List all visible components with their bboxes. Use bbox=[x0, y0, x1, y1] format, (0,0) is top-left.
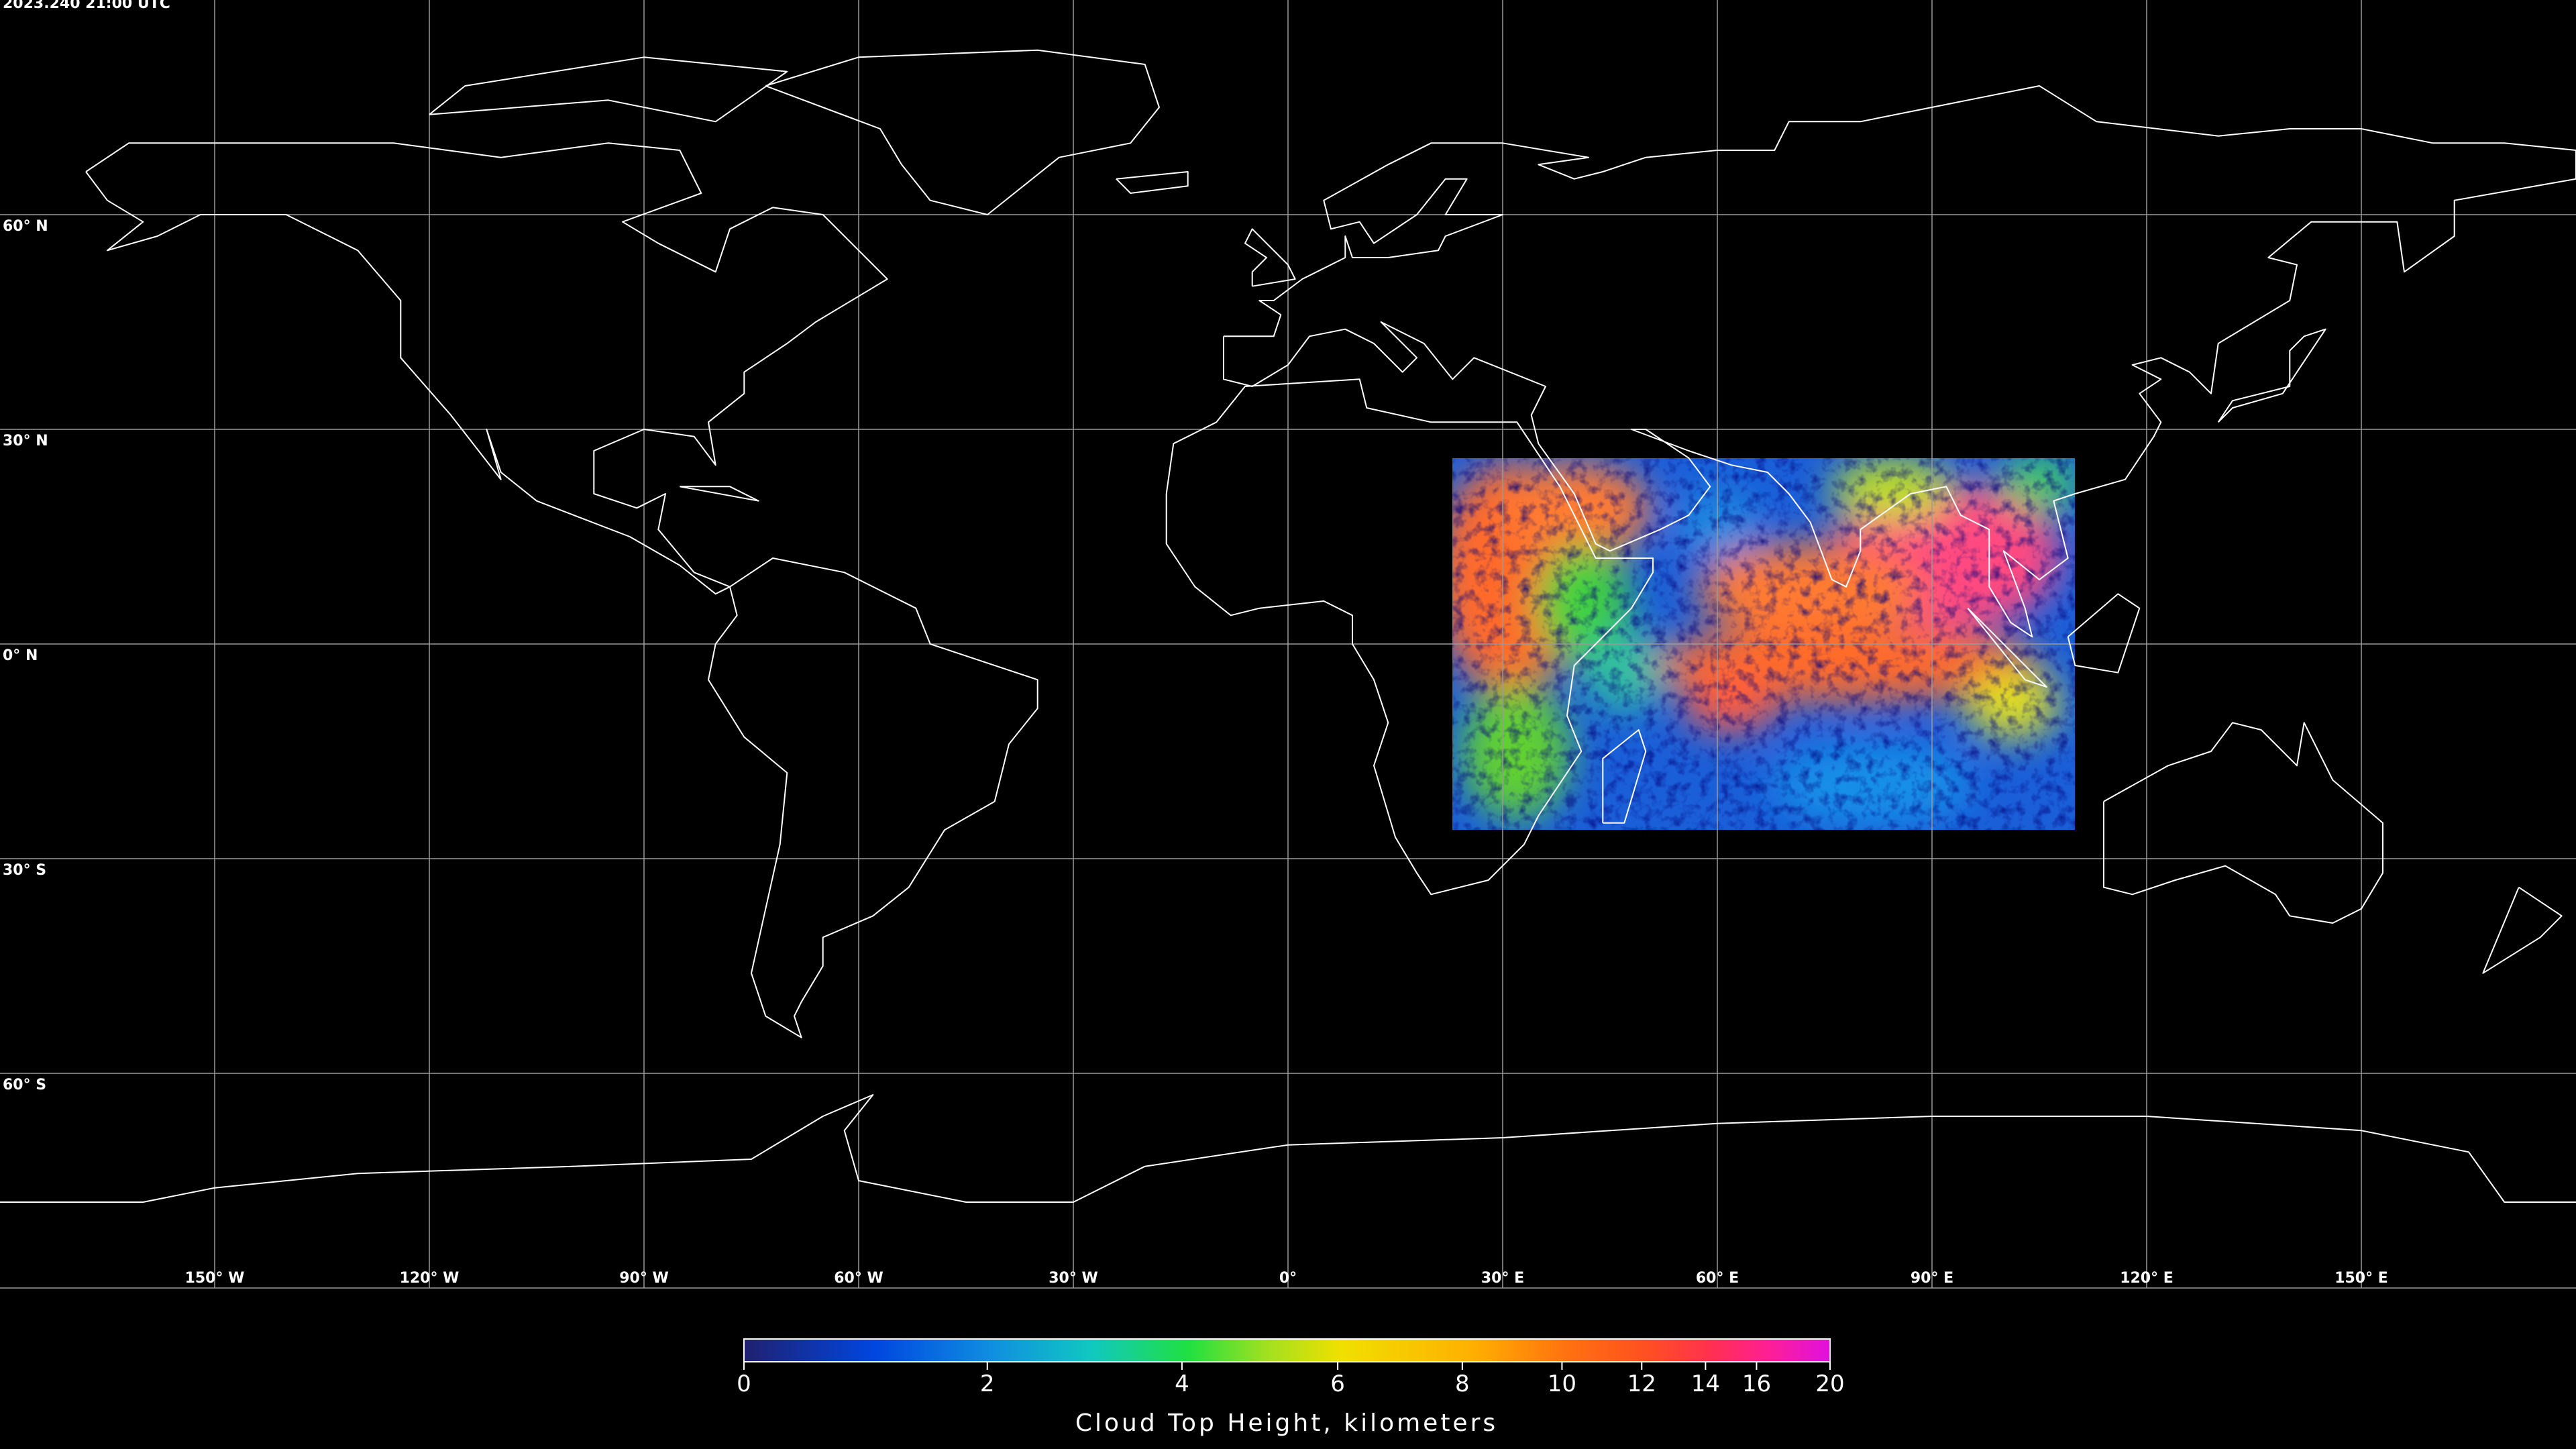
coastline bbox=[708, 557, 1038, 1038]
longitude-label: 30° E bbox=[1481, 1270, 1524, 1287]
graticule: 60° N 30° N 0° N 30° S 60° S 150° W 120° W 90° … bbox=[0, 0, 2576, 1289]
timestamp: 2023.240 21:00 UTC bbox=[3, 0, 170, 12]
coastline bbox=[1967, 607, 2047, 688]
coastline bbox=[680, 486, 759, 502]
colorbar-label: Cloud Top Height, kilometers bbox=[1075, 1409, 1498, 1437]
coastline bbox=[1223, 85, 2576, 638]
coastlines bbox=[0, 49, 2576, 1203]
coastline bbox=[1602, 729, 1647, 824]
colorbar-tick-label: 2 bbox=[980, 1371, 995, 1397]
colorbar-tick-label: 14 bbox=[1691, 1371, 1720, 1397]
coastline bbox=[429, 56, 788, 123]
colorbar-tick-label: 6 bbox=[1330, 1371, 1345, 1397]
cloud-image bbox=[1452, 458, 2075, 830]
longitude-label: 150° E bbox=[2334, 1270, 2388, 1287]
coastline bbox=[85, 142, 888, 595]
coastline bbox=[1165, 378, 1654, 896]
latitude-label: 60° N bbox=[3, 218, 48, 235]
colorbar-tick-label: 4 bbox=[1175, 1371, 1189, 1397]
colorbar-tick-label: 20 bbox=[1815, 1371, 1844, 1397]
colorbar-tick-label: 8 bbox=[1455, 1371, 1470, 1397]
coastline bbox=[2482, 886, 2563, 974]
colorbar bbox=[743, 1338, 1831, 1362]
coastline bbox=[2103, 722, 2383, 924]
coastline bbox=[1244, 228, 1296, 287]
longitude-label: 0° bbox=[1279, 1270, 1297, 1287]
longitude-label: 60° E bbox=[1696, 1270, 1739, 1287]
longitude-label: 120° E bbox=[2120, 1270, 2174, 1287]
longitude-label: 30° W bbox=[1049, 1270, 1098, 1287]
coastline bbox=[2067, 593, 2141, 674]
coastline bbox=[765, 49, 1160, 215]
latitude-label: 0° N bbox=[3, 647, 38, 664]
longitude-label: 150° W bbox=[185, 1270, 245, 1287]
longitude-label: 120° W bbox=[400, 1270, 460, 1287]
colorbar-ticks: 0 2 4 6 8 10 12 14 16 20 bbox=[737, 1362, 1845, 1397]
longitude-label: 60° W bbox=[834, 1270, 883, 1287]
colorbar-tick-label: 0 bbox=[737, 1371, 751, 1397]
latitude-label: 30° N bbox=[3, 433, 48, 449]
longitude-label: 90° W bbox=[619, 1270, 669, 1287]
colorbar-tick-label: 10 bbox=[1548, 1371, 1576, 1397]
colorbar-tick-label: 16 bbox=[1742, 1371, 1771, 1397]
coastline bbox=[1116, 171, 1189, 194]
latitude-label: 60° S bbox=[3, 1077, 46, 1093]
coastline bbox=[2217, 328, 2326, 423]
colorbar-tick-label: 12 bbox=[1627, 1371, 1656, 1397]
longitude-label: 90° E bbox=[1911, 1270, 1953, 1287]
latitude-label: 30° S bbox=[3, 862, 46, 879]
coastline bbox=[0, 1094, 2576, 1203]
